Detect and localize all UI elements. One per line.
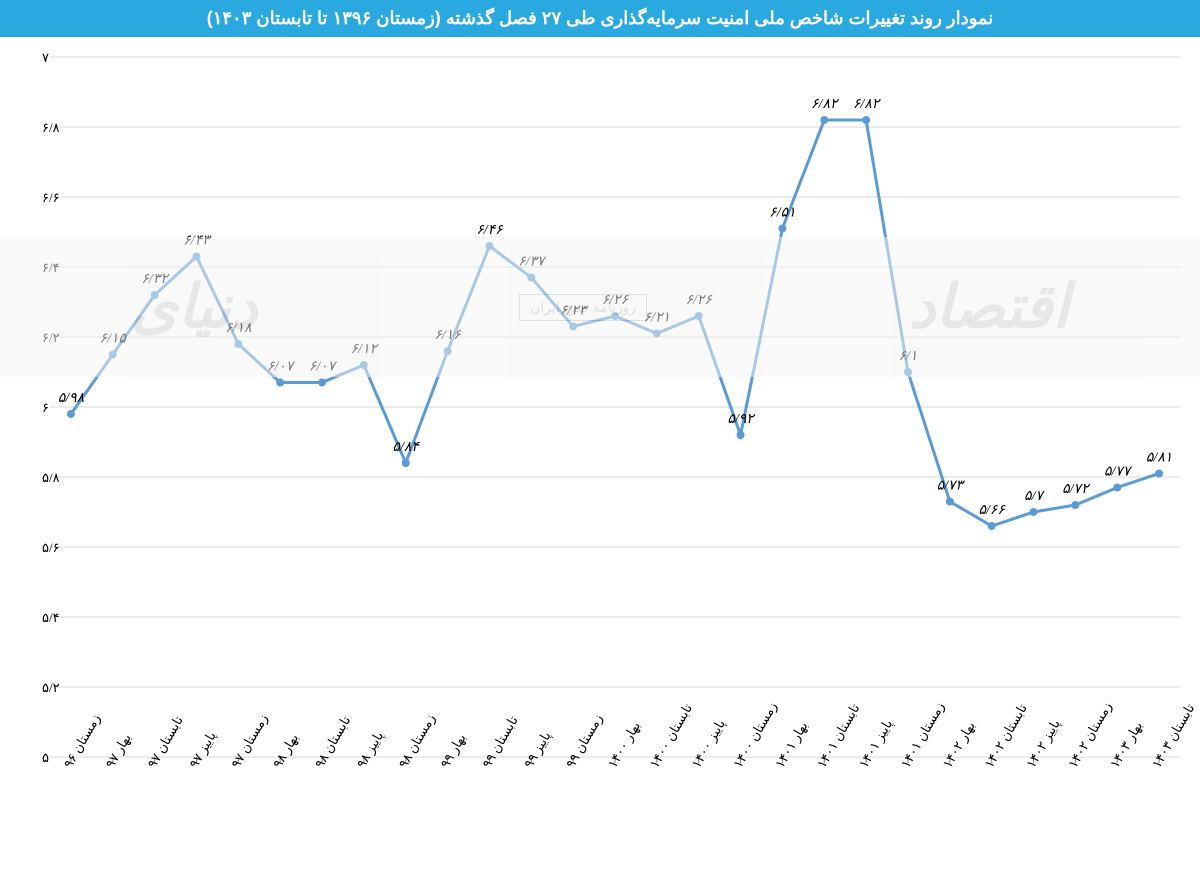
svg-text:۵/۸: ۵/۸ [42,470,60,485]
svg-text:پاییز ۹۹: پاییز ۹۹ [521,728,555,771]
svg-text:۵/۸۴: ۵/۸۴ [393,440,421,455]
svg-text:تابستان ۹۷: تابستان ۹۷ [144,713,186,771]
svg-text:پاییز ۹۸: پاییز ۹۸ [353,728,387,771]
watermark-text-1: دنیای [131,272,258,342]
watermark-small: روزنامه صبح ایران [519,294,647,321]
svg-text:زمستان ۹۷: زمستان ۹۷ [228,711,272,771]
svg-text:۵/۷۲: ۵/۷۲ [1062,482,1091,497]
svg-text:تابستان ۹۸: تابستان ۹۸ [312,713,354,771]
svg-text:بهار ۹۹: بهار ۹۹ [437,731,469,771]
svg-text:۶: ۶ [42,400,49,415]
svg-text:۵: ۵ [42,750,49,765]
svg-text:۵/۷۳: ۵/۷۳ [937,479,966,494]
svg-text:تابستان ۱۴۰۰: تابستان ۱۴۰۰ [646,701,695,771]
svg-text:بهار ۱۴۰۳: بهار ۱۴۰۳ [1107,719,1146,771]
svg-text:زمستان ۹۹: زمستان ۹۹ [563,711,607,771]
svg-text:بهار ۱۴۰۰: بهار ۱۴۰۰ [605,719,644,771]
svg-text:بهار ۱۴۰۲: بهار ۱۴۰۲ [939,719,978,771]
svg-text:پاییز ۱۴۰۰: پاییز ۱۴۰۰ [688,716,729,771]
svg-text:بهار ۱۴۰۱: بهار ۱۴۰۱ [772,719,811,771]
svg-text:۵/۲: ۵/۲ [42,680,60,695]
svg-text:۵/۹۲: ۵/۹۲ [727,412,756,427]
line-chart: ۵۵/۲۵/۴۵/۶۵/۸۶۶/۲۶/۴۶/۶۶/۸۷زمستان ۹۶بهار… [0,37,1200,887]
watermark-text-2: اقتصاد [909,272,1070,342]
svg-text:پاییز ۹۷: پاییز ۹۷ [186,728,220,771]
svg-text:۵/۷: ۵/۷ [1024,489,1045,504]
svg-text:۶/۶: ۶/۶ [42,190,60,205]
svg-text:۷: ۷ [42,50,49,65]
svg-text:۶/۸۲: ۶/۸۲ [811,97,840,112]
svg-text:۵/۷۷: ۵/۷۷ [1104,465,1133,480]
svg-text:تابستان ۱۴۰۱: تابستان ۱۴۰۱ [814,701,863,771]
svg-text:۵/۴: ۵/۴ [42,610,60,625]
svg-text:تابستان ۱۴۰۲: تابستان ۱۴۰۲ [981,701,1030,771]
svg-text:بهار ۹۷: بهار ۹۷ [102,731,134,771]
svg-text:۵/۶۶: ۵/۶۶ [978,503,1006,518]
svg-text:زمستان ۹۶: زمستان ۹۶ [61,711,105,771]
svg-text:زمستان ۹۸: زمستان ۹۸ [395,711,439,771]
svg-text:۵/۸۱: ۵/۸۱ [1146,451,1172,466]
svg-text:بهار ۹۸: بهار ۹۸ [270,731,302,771]
svg-text:۶/۴۶: ۶/۴۶ [476,223,504,238]
svg-text:پاییز ۱۴۰۲: پاییز ۱۴۰۲ [1023,716,1064,771]
svg-text:تابستان ۹۹: تابستان ۹۹ [479,713,521,771]
svg-text:۵/۹۸: ۵/۹۸ [58,391,85,406]
svg-text:پاییز ۱۴۰۱: پاییز ۱۴۰۱ [856,716,897,771]
svg-text:۶/۵۱: ۶/۵۱ [769,206,795,221]
svg-text:۵/۶: ۵/۶ [42,540,60,555]
watermark: اقتصاد روزنامه صبح ایران دنیای [0,237,1200,377]
svg-text:تابستان ۱۴۰۳: تابستان ۱۴۰۳ [1149,701,1198,771]
chart-title: نمودار روند تغییرات شاخص ملی امنیت سرمای… [0,0,1200,37]
svg-text:۶/۸: ۶/۸ [42,120,60,135]
svg-text:۶/۸۲: ۶/۸۲ [853,97,882,112]
